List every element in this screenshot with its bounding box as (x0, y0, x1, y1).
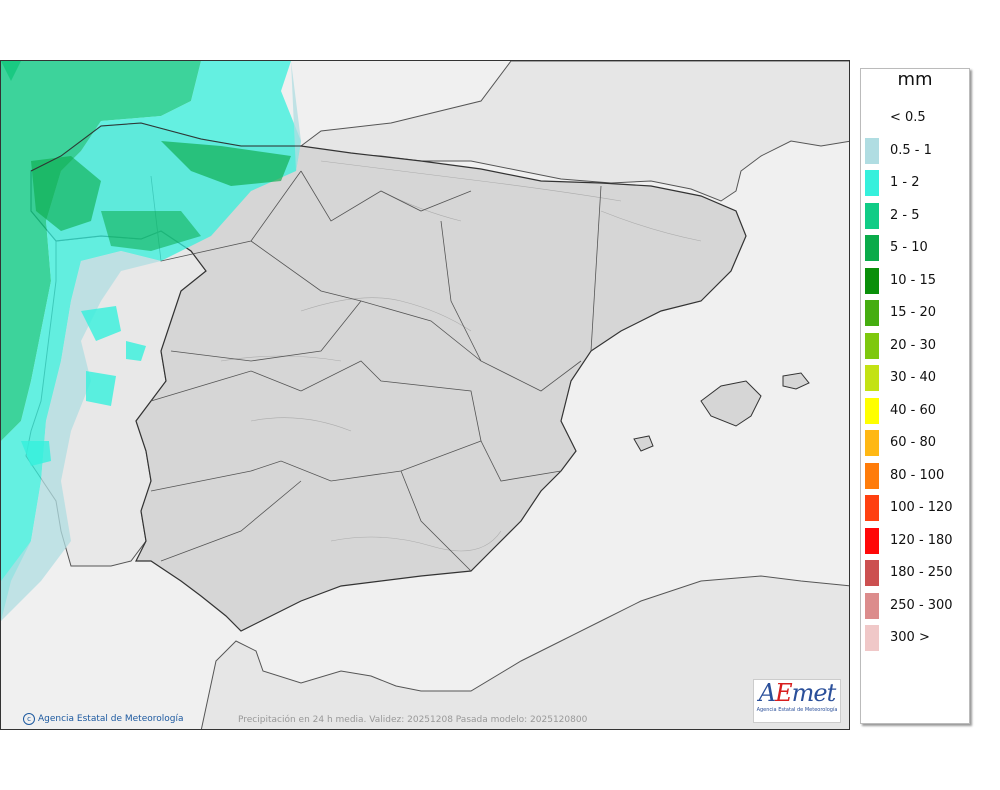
legend-label: 300 > (890, 630, 930, 645)
legend-entry: 60 - 80 (865, 430, 969, 456)
legend-entry: 180 - 250 (865, 560, 969, 586)
precipitation-overlay (1, 61, 301, 621)
legend-label: 1 - 2 (890, 175, 920, 190)
legend-label: 0.5 - 1 (890, 142, 932, 158)
legend-swatch (865, 527, 879, 554)
legend-label: 80 - 100 (890, 467, 945, 483)
legend-entry: < 0.5 (865, 105, 969, 131)
legend-swatch (865, 462, 879, 489)
menorca (782, 372, 810, 390)
legend-swatch (865, 430, 879, 456)
aemet-logo-word: AEmet (754, 680, 840, 706)
precipitation-map[interactable]: c Agencia Estatal de Meteorología Precipi… (0, 60, 850, 730)
legend-swatch (865, 397, 879, 424)
mallorca (700, 380, 762, 427)
legend-label: 5 - 10 (890, 240, 928, 255)
legend-entry: 2 - 5 (865, 202, 969, 229)
map-canvas (1, 61, 849, 729)
legend-label: 20 - 30 (890, 337, 937, 353)
copyright-icon: c (23, 713, 35, 725)
legend-swatch (865, 235, 879, 261)
france-land (299, 61, 849, 202)
map-caption: Precipitación en 24 h media. Validez: 20… (238, 715, 588, 725)
legend-swatch (865, 365, 879, 391)
ibiza (633, 435, 654, 452)
legend-entry: 10 - 15 (865, 267, 969, 294)
legend-swatch (865, 495, 879, 521)
legend-entry: 300 > (865, 625, 969, 651)
legend-swatch (865, 202, 879, 229)
aemet-logo-subtitle: Agencia Estatal de Meteorología (756, 707, 838, 713)
legend-label: 2 - 5 (890, 207, 920, 223)
legend-entry: 15 - 20 (865, 300, 969, 326)
legend-swatch (865, 332, 879, 359)
legend-swatch (865, 267, 879, 294)
logo-letter-e: E (775, 679, 793, 707)
legend-entry: 5 - 10 (865, 235, 969, 261)
legend-swatch (865, 625, 879, 651)
legend-label: 30 - 40 (890, 370, 937, 385)
legend-entry: 40 - 60 (865, 397, 969, 424)
precipitation-legend: mm < 0.5 0.5 - 1 1 - 2 2 - 5 5 - 10 10 - 15 15… (860, 68, 970, 724)
legend-swatch (865, 137, 879, 164)
logo-letter-a: A (758, 679, 776, 707)
legend-entry: 100 - 120 (865, 495, 969, 521)
logo-letters-met: met (791, 679, 837, 707)
legend-swatch (865, 300, 879, 326)
legend-swatch (865, 592, 879, 619)
legend-entry: 80 - 100 (865, 462, 969, 489)
legend-label: 250 - 300 (890, 597, 953, 613)
legend-label: 60 - 80 (890, 435, 937, 450)
legend-unit: mm (897, 69, 933, 90)
legend-entry: 1 - 2 (865, 170, 969, 196)
legend-entry: 0.5 - 1 (865, 137, 969, 164)
legend-entry: 20 - 30 (865, 332, 969, 359)
legend-swatch (865, 170, 879, 196)
legend-label: 15 - 20 (890, 305, 937, 320)
africa-land (200, 575, 849, 729)
legend-swatch (865, 560, 879, 586)
legend-label: 120 - 180 (890, 532, 953, 548)
legend-label: < 0.5 (890, 110, 926, 125)
legend-entry: 30 - 40 (865, 365, 969, 391)
legend-entry: 250 - 300 (865, 592, 969, 619)
regional-boundaries (150, 170, 602, 572)
legend-label: 10 - 15 (890, 272, 937, 288)
agency-credit: c Agencia Estatal de Meteorología (23, 713, 184, 725)
legend-entry: 120 - 180 (865, 527, 969, 554)
legend-label: 40 - 60 (890, 402, 937, 418)
aemet-logo: AEmet Agencia Estatal de Meteorología (753, 679, 841, 723)
agency-credit-text: Agencia Estatal de Meteorología (38, 714, 184, 724)
legend-label: 180 - 250 (890, 565, 953, 580)
legend-label: 100 - 120 (890, 500, 953, 515)
legend-swatch (865, 105, 879, 131)
coastline-nw (30, 122, 301, 172)
